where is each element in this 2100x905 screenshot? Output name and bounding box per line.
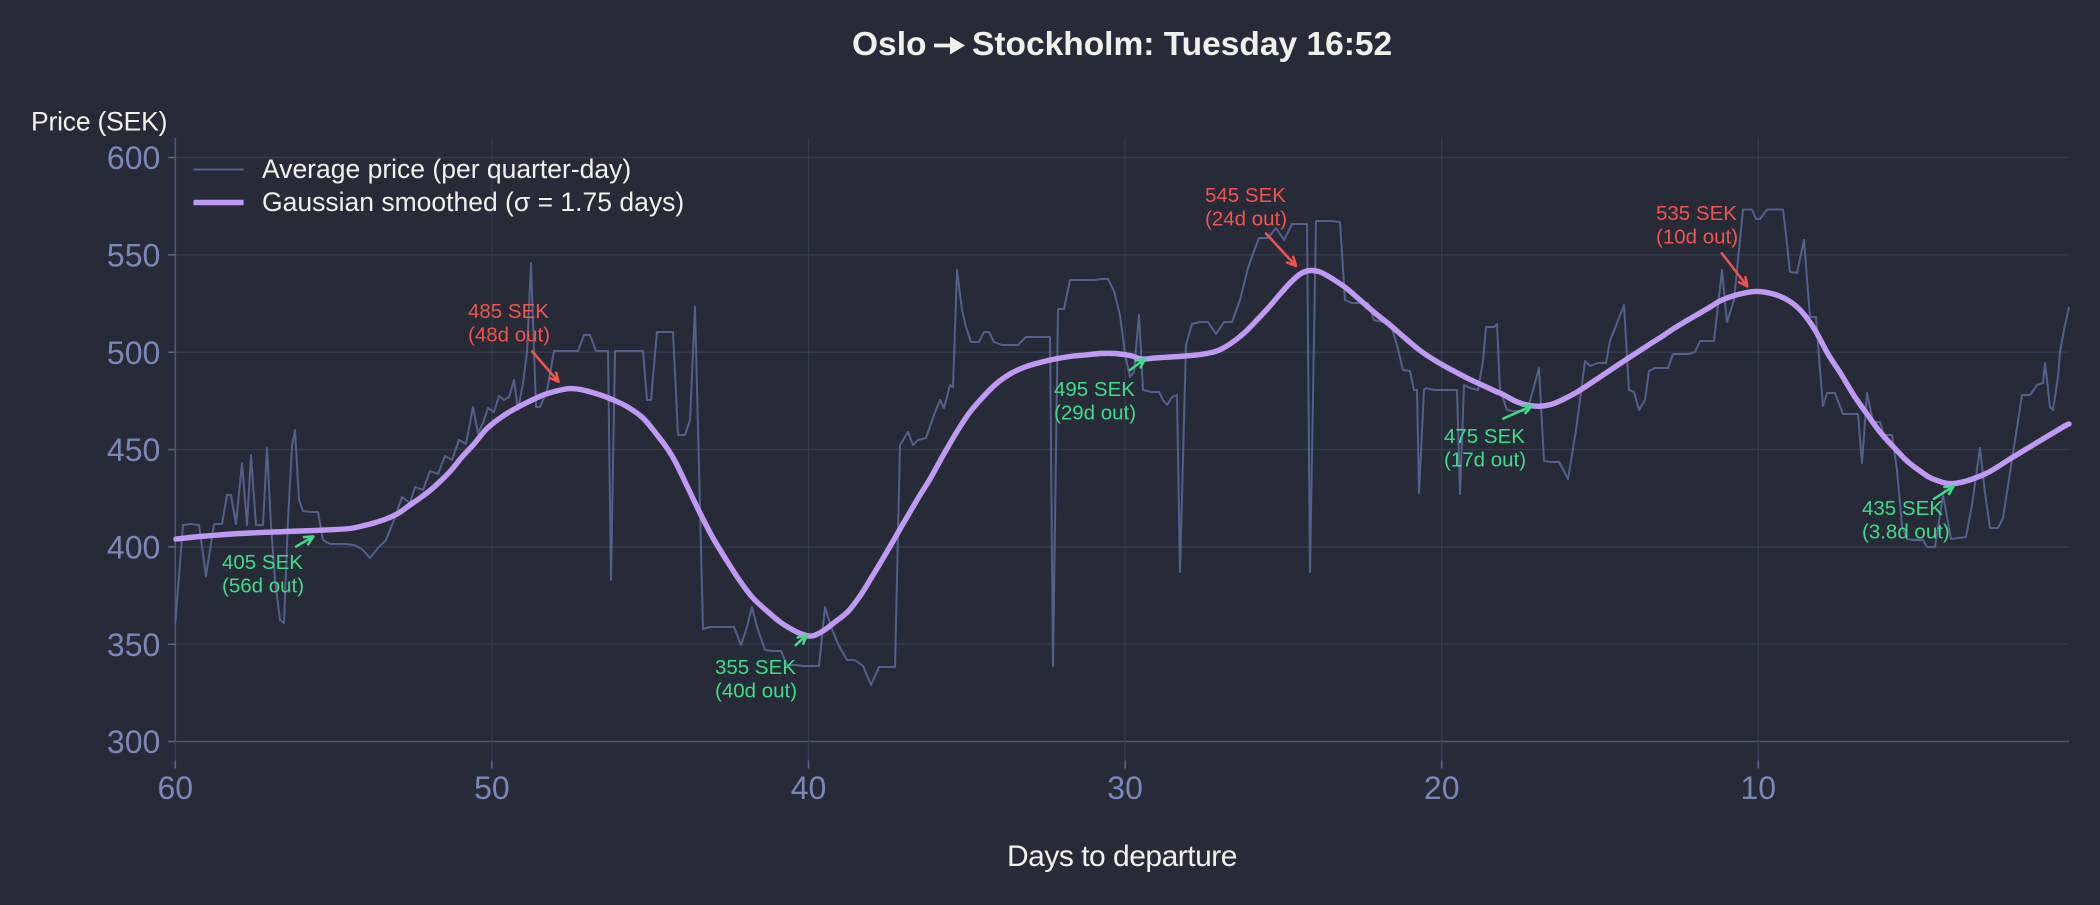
svg-text:Price (SEK): Price (SEK) xyxy=(31,107,167,137)
svg-text:(3.8d out): (3.8d out) xyxy=(1862,521,1950,544)
svg-text:600: 600 xyxy=(107,140,160,176)
svg-text:405 SEK: 405 SEK xyxy=(222,551,303,574)
svg-text:500: 500 xyxy=(107,335,160,371)
svg-text:50: 50 xyxy=(474,770,510,806)
svg-text:545 SEK: 545 SEK xyxy=(1205,184,1286,207)
svg-text:350: 350 xyxy=(107,627,160,663)
svg-text:(17d out): (17d out) xyxy=(1444,449,1526,472)
svg-text:(29d out): (29d out) xyxy=(1054,402,1136,425)
svg-text:Oslo: Oslo xyxy=(852,26,926,63)
svg-text:(10d out): (10d out) xyxy=(1656,226,1738,249)
svg-text:495 SEK: 495 SEK xyxy=(1054,378,1135,401)
svg-text:485 SEK: 485 SEK xyxy=(468,300,549,323)
svg-text:60: 60 xyxy=(158,770,194,806)
svg-text:450: 450 xyxy=(107,432,160,468)
svg-text:Days to departure: Days to departure xyxy=(1007,840,1237,873)
svg-text:435 SEK: 435 SEK xyxy=(1862,497,1943,520)
svg-text:Average price (per quarter-day: Average price (per quarter-day) xyxy=(262,154,631,184)
svg-text:475 SEK: 475 SEK xyxy=(1444,425,1525,448)
svg-text:300: 300 xyxy=(107,724,160,760)
svg-text:30: 30 xyxy=(1107,770,1143,806)
svg-text:(24d out): (24d out) xyxy=(1205,208,1287,231)
svg-text:10: 10 xyxy=(1741,770,1777,806)
svg-text:550: 550 xyxy=(107,238,160,274)
svg-text:355 SEK: 355 SEK xyxy=(715,656,796,679)
svg-text:(40d out): (40d out) xyxy=(715,680,797,703)
svg-text:Gaussian smoothed (σ = 1.75 da: Gaussian smoothed (σ = 1.75 days) xyxy=(262,187,684,217)
svg-text:(48d out): (48d out) xyxy=(468,324,550,347)
svg-text:20: 20 xyxy=(1424,770,1460,806)
svg-text:Stockholm: Tuesday 16:52: Stockholm: Tuesday 16:52 xyxy=(972,26,1392,63)
svg-text:535 SEK: 535 SEK xyxy=(1656,202,1737,225)
svg-text:(56d out): (56d out) xyxy=(222,575,304,598)
svg-text:40: 40 xyxy=(791,770,827,806)
svg-text:400: 400 xyxy=(107,530,160,566)
